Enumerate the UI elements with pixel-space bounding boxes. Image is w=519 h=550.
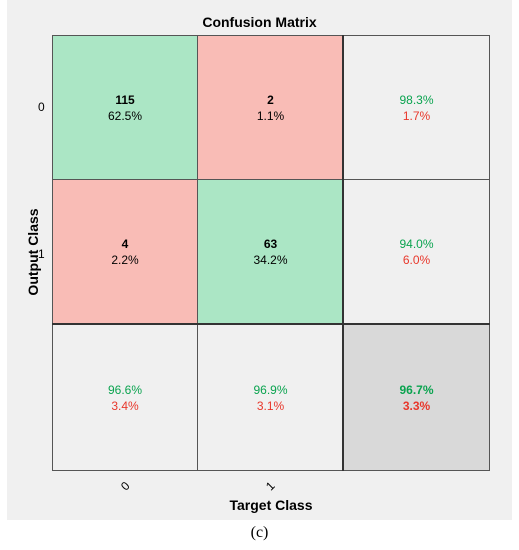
summary-row-divider [52, 323, 490, 325]
overall-accuracy-cell: 96.7% 3.3% [343, 324, 490, 471]
cell-percent: 62.5% [107, 108, 143, 123]
cell-1-1: 63 34.2% [197, 179, 344, 325]
figure-caption: (c) [250, 524, 269, 541]
column-summary-incorrect: 3.4% [111, 398, 139, 413]
row-summary-incorrect: 6.0% [402, 253, 431, 267]
row-summary-0: 98.3% 1.7% [343, 35, 490, 180]
column-summary-correct: 96.6% [107, 382, 143, 397]
y-tick-label: 1 [38, 247, 45, 261]
overall-correct: 96.7% [399, 382, 434, 397]
column-summary-0: 96.6% 3.4% [52, 324, 198, 471]
cell-count: 4 [121, 237, 129, 251]
row-summary-correct: 94.0% [399, 237, 434, 251]
y-axis-label: Output Class [25, 208, 41, 296]
row-summary-correct: 98.3% [399, 92, 434, 107]
x-axis-label: Target Class [229, 497, 313, 513]
confusion-matrix-grid: 115 62.5% 2 1.1% 98.3% 1.7% 4 2.2% 63 34… [52, 35, 490, 471]
y-tick-label: 0 [38, 100, 45, 114]
column-summary-1: 96.9% 3.1% [197, 324, 344, 471]
cell-count: 115 [115, 92, 135, 107]
chart-title: Confusion Matrix [202, 14, 317, 30]
row-summary-1: 94.0% 6.0% [343, 179, 490, 325]
cell-percent: 1.1% [256, 108, 285, 123]
cell-count: 2 [267, 92, 274, 107]
column-summary-incorrect: 3.1% [256, 398, 285, 413]
cell-0-0: 115 62.5% [52, 35, 198, 180]
summary-column-divider [342, 35, 344, 471]
cell-0-1: 2 1.1% [197, 35, 344, 180]
cell-1-0: 4 2.2% [52, 179, 198, 325]
cell-percent: 34.2% [253, 253, 288, 267]
cell-count: 63 [263, 237, 278, 251]
row-summary-incorrect: 1.7% [402, 108, 431, 123]
overall-incorrect: 3.3% [402, 398, 431, 413]
column-summary-correct: 96.9% [253, 382, 288, 397]
cell-percent: 2.2% [111, 253, 139, 267]
